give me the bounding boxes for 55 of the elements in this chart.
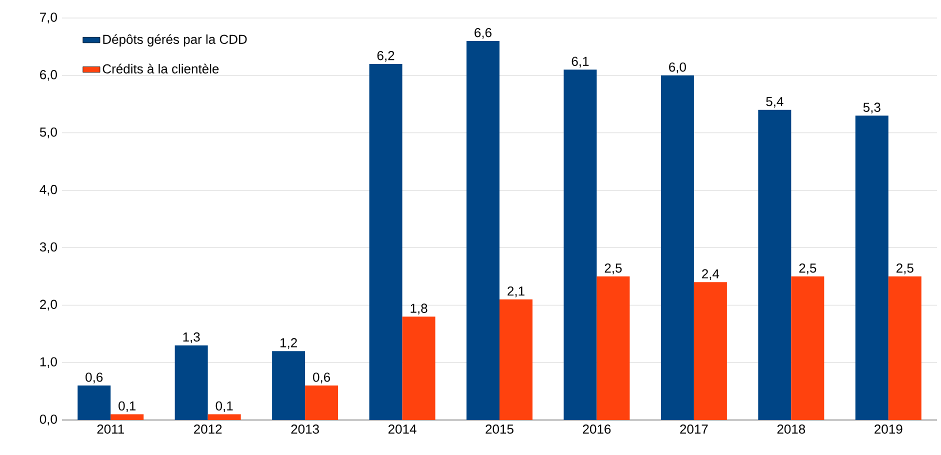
data-label: 0,1 xyxy=(216,401,233,412)
data-label: 6,2 xyxy=(377,51,394,62)
bar xyxy=(694,282,727,420)
legend-label: Dépôts gérés par la CDD xyxy=(103,34,247,47)
x-tick-label: 2018 xyxy=(777,424,806,434)
bar xyxy=(305,386,338,420)
y-tick-label: 1,0 xyxy=(40,357,57,368)
y-tick-label: 6,0 xyxy=(40,70,57,81)
data-label: 0,6 xyxy=(313,372,330,384)
data-label: 2,5 xyxy=(604,263,622,274)
bar xyxy=(402,316,436,420)
bar xyxy=(791,276,824,420)
data-label: 6,1 xyxy=(572,56,589,68)
y-tick-label: 4,0 xyxy=(40,184,57,196)
y-tick-label: 2,0 xyxy=(40,300,57,311)
data-label: 0,1 xyxy=(118,401,136,412)
y-tick-label: 5,0 xyxy=(40,127,57,138)
x-tick-label: 2017 xyxy=(680,424,708,434)
bar xyxy=(758,110,792,420)
bar xyxy=(500,299,533,420)
bar xyxy=(888,276,922,420)
data-label: 5,4 xyxy=(766,97,784,108)
x-tick-label: 2013 xyxy=(291,424,319,434)
bar xyxy=(466,40,500,420)
y-tick-label: 3,0 xyxy=(40,242,57,254)
data-label: 1,3 xyxy=(183,332,200,344)
bar xyxy=(78,386,111,420)
bar xyxy=(174,345,208,420)
data-label: 2,4 xyxy=(702,269,720,280)
bar xyxy=(596,276,630,420)
bar xyxy=(660,75,694,420)
data-label: 1,8 xyxy=(410,304,428,314)
bar xyxy=(208,414,241,420)
x-tick-label: 2019 xyxy=(874,424,902,434)
x-tick-label: 2011 xyxy=(97,424,124,434)
x-tick-label: 2016 xyxy=(582,424,611,434)
legend-label: Crédits à la clientèle xyxy=(102,64,219,74)
data-label: 0,6 xyxy=(86,372,103,384)
x-tick-label: 2012 xyxy=(194,424,222,434)
data-label: 2,5 xyxy=(799,263,816,274)
data-label: 2,1 xyxy=(508,286,524,298)
bar xyxy=(369,64,402,420)
data-label: 1,2 xyxy=(280,338,297,349)
bar xyxy=(272,351,306,420)
y-tick-label: 0,0 xyxy=(40,414,57,426)
data-label: 6,6 xyxy=(474,28,492,39)
bar xyxy=(110,414,144,420)
y-tick-label: 7,0 xyxy=(40,12,57,24)
x-tick-label: 2015 xyxy=(486,424,514,434)
data-label: 5,3 xyxy=(863,102,880,114)
data-label: 2,5 xyxy=(896,263,914,274)
bar xyxy=(564,70,597,420)
data-label: 6,0 xyxy=(669,62,686,74)
x-tick-label: 2014 xyxy=(388,424,416,434)
bar xyxy=(855,116,888,420)
